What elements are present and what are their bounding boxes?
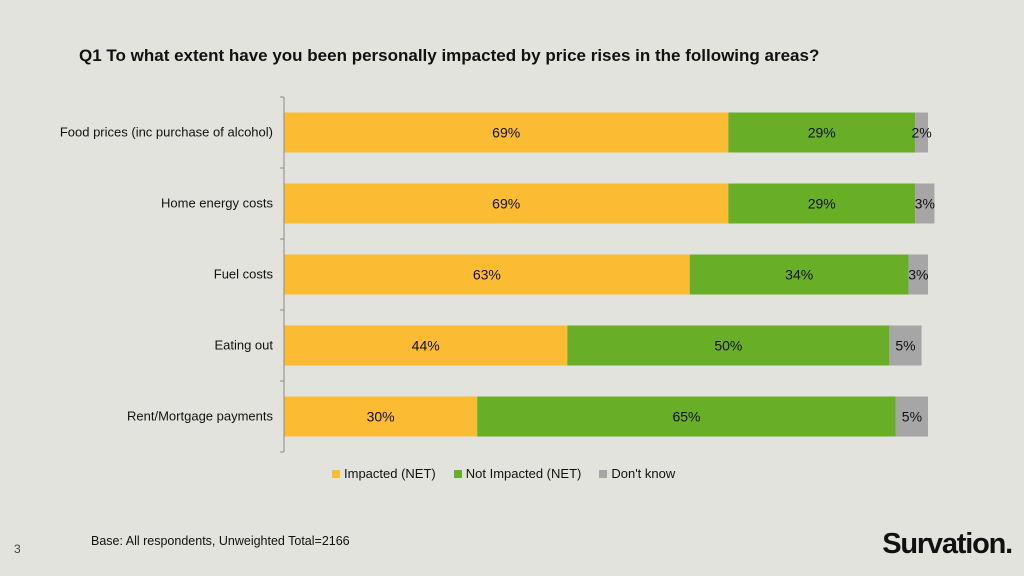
data-label: 69% bbox=[492, 125, 520, 141]
legend-label: Impacted (NET) bbox=[344, 466, 436, 481]
bar-segment bbox=[284, 396, 478, 437]
bars-group: 69% 29% 2% 69% 29% 3% 63% 34% 3% 44% 50% 5% 30% 65% 5% bbox=[284, 112, 935, 437]
data-label: 3% bbox=[908, 267, 928, 283]
legend-label: Not Impacted (NET) bbox=[465, 466, 582, 481]
bar-segment bbox=[728, 183, 916, 224]
bar-segment bbox=[915, 183, 935, 224]
data-label: 5% bbox=[895, 338, 915, 354]
legend-swatch bbox=[599, 469, 608, 478]
survation-logo: Survation. bbox=[882, 528, 1013, 560]
category-label: Fuel costs bbox=[214, 267, 274, 282]
data-label: 30% bbox=[367, 409, 395, 425]
bar-segment bbox=[915, 112, 928, 153]
data-label: 44% bbox=[412, 338, 440, 354]
page-number: 3 bbox=[14, 542, 21, 556]
bar-segment bbox=[284, 183, 729, 224]
bar-segment bbox=[567, 325, 890, 366]
legend-item: Impacted (NET) bbox=[332, 466, 436, 481]
bar-segment bbox=[689, 254, 909, 295]
data-label: 3% bbox=[915, 196, 935, 212]
legend-label: Don't know bbox=[611, 466, 676, 481]
legend-swatch bbox=[453, 469, 462, 478]
category-label: Home energy costs bbox=[161, 196, 273, 211]
data-label: 65% bbox=[672, 409, 700, 425]
bar-segment bbox=[284, 325, 568, 366]
data-label: 63% bbox=[473, 267, 501, 283]
data-label: 29% bbox=[808, 125, 836, 141]
data-label: 5% bbox=[902, 409, 922, 425]
bar-segment bbox=[895, 396, 928, 437]
category-label: Eating out bbox=[214, 338, 273, 353]
legend-swatch bbox=[332, 469, 340, 478]
data-label: 34% bbox=[785, 267, 813, 283]
bar-segment bbox=[889, 325, 922, 366]
chart-title: Q1 To what extent have you been personal… bbox=[79, 46, 820, 65]
data-label: 50% bbox=[714, 338, 742, 354]
bar-segment bbox=[477, 396, 896, 437]
base-note: Base: All respondents, Unweighted Total=… bbox=[91, 534, 350, 548]
category-axis: Food prices (inc purchase of alcohol) Hom… bbox=[60, 96, 285, 453]
bar-segment bbox=[284, 112, 729, 153]
bar-segment bbox=[908, 254, 928, 295]
legend-item: Don't know bbox=[599, 466, 675, 481]
data-label: 29% bbox=[808, 196, 836, 212]
bar-segment bbox=[728, 112, 916, 153]
data-label: 69% bbox=[492, 196, 520, 212]
legend-item: Not Impacted (NET) bbox=[453, 466, 582, 481]
category-label: Food prices (inc purchase of alcohol) bbox=[60, 125, 273, 140]
data-label: 2% bbox=[911, 125, 931, 141]
bar-segment bbox=[284, 254, 690, 295]
category-label: Rent/Mortgage payments bbox=[127, 409, 273, 424]
legend: Impacted (NET) Not Impacted (NET) Don't kn… bbox=[332, 466, 675, 481]
